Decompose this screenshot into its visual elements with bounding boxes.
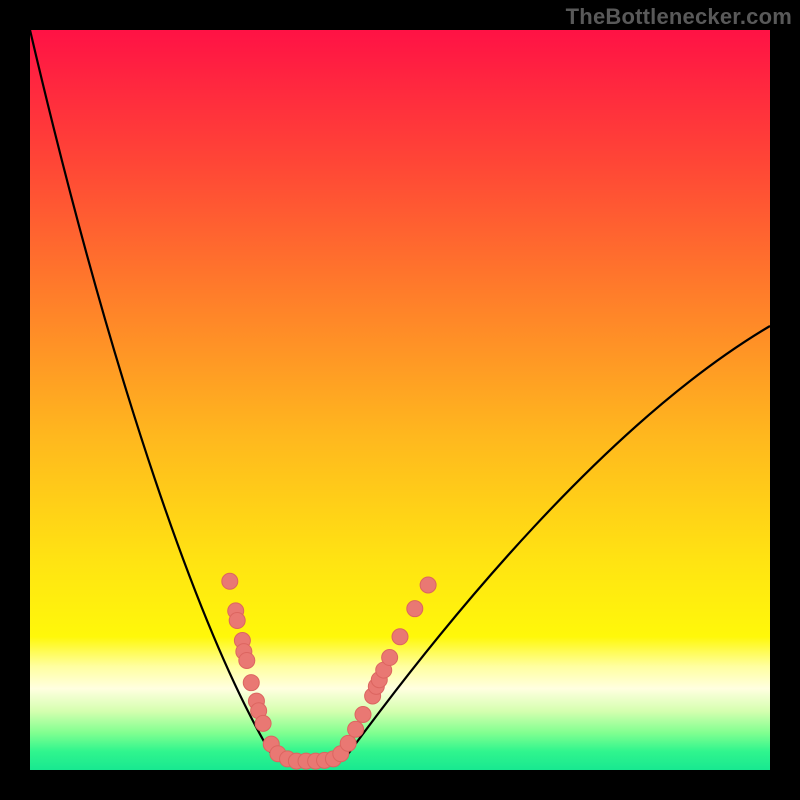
data-marker [239, 652, 255, 668]
data-marker [348, 721, 364, 737]
data-marker [222, 573, 238, 589]
data-marker [340, 735, 356, 751]
data-marker [229, 613, 245, 629]
watermark-text: TheBottlenecker.com [566, 4, 792, 30]
gradient-plot-area [30, 30, 770, 770]
data-marker [420, 577, 436, 593]
data-marker [392, 629, 408, 645]
bottleneck-chart-svg [0, 0, 800, 800]
data-marker [355, 707, 371, 723]
data-marker [407, 601, 423, 617]
data-marker [243, 675, 259, 691]
data-marker [255, 715, 271, 731]
data-marker [382, 650, 398, 666]
chart-stage: TheBottlenecker.com [0, 0, 800, 800]
